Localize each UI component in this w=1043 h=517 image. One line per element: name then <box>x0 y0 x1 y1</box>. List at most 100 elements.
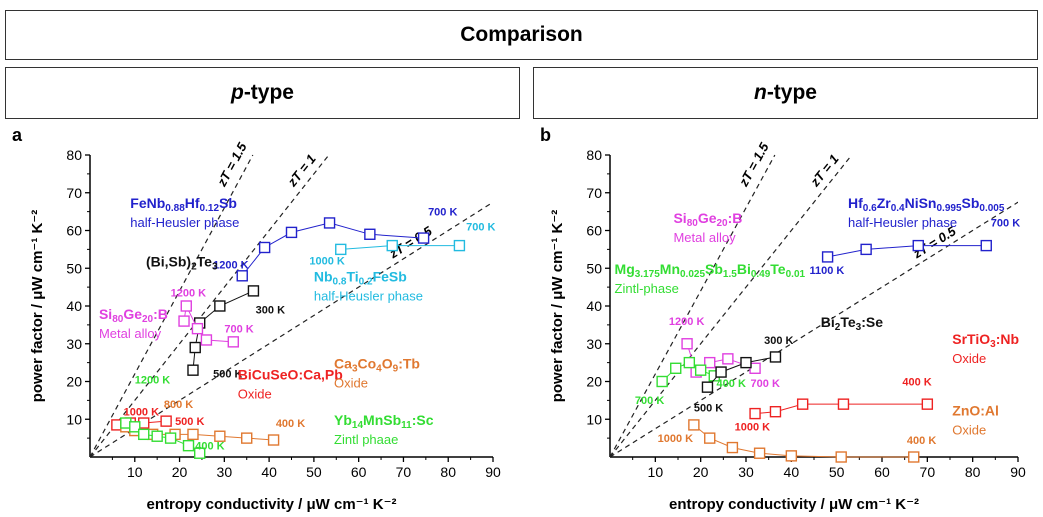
data-point <box>189 341 201 354</box>
y-tick-label: 70 <box>66 185 82 201</box>
data-point <box>180 300 192 312</box>
temperature-label: 1100 K <box>809 265 844 277</box>
data-point <box>835 451 847 463</box>
n-type-header: n -type <box>533 67 1038 119</box>
zt-line <box>90 154 254 457</box>
data-point <box>191 322 204 335</box>
phase-label: Oxide <box>952 422 986 437</box>
data-point <box>769 351 782 363</box>
y-tick-label: 30 <box>586 336 602 352</box>
y-axis-label: power factor / μW cm⁻¹ K⁻² <box>29 210 46 403</box>
x-tick-label: 90 <box>1010 464 1026 480</box>
p-type-italic: p <box>230 81 244 104</box>
temperature-label: 700 K <box>224 323 253 335</box>
data-point <box>860 243 872 256</box>
compound-label: Si80​Ge20​:B <box>673 210 742 229</box>
data-point <box>785 450 798 462</box>
data-point <box>227 336 239 348</box>
temperature-label: 1000 K <box>309 255 345 267</box>
zt-line-label: zT = 1.5 <box>735 139 772 189</box>
x-tick-label: 40 <box>784 464 800 480</box>
x-axis-label: entropy conductivity / μW cm⁻¹ K⁻² <box>669 496 919 513</box>
compound-label: Si80​Ge20​:B <box>99 306 168 325</box>
temperature-label: 700 K <box>428 206 457 218</box>
zt-line-label: zT = 1.5 <box>214 139 250 189</box>
data-point <box>704 356 716 369</box>
y-tick-label: 40 <box>586 298 602 314</box>
y-tick-label: 10 <box>586 411 602 427</box>
data-point <box>837 398 850 410</box>
zt-line <box>610 201 1018 457</box>
data-point <box>323 217 336 229</box>
y-tick-label: 80 <box>586 147 602 163</box>
data-point <box>753 447 766 459</box>
data-point <box>670 362 682 374</box>
compound-label: Yb14​MnSb11​:Sc <box>334 412 434 431</box>
compound-label: Bi2​Te3​:Se <box>821 314 883 333</box>
data-point <box>187 428 199 441</box>
compound-label: SrTiO3​:Nb <box>952 331 1019 350</box>
data-point <box>285 226 298 239</box>
data-point <box>160 415 172 427</box>
temperature-label: 1200 K <box>135 374 171 386</box>
y-tick-label: 50 <box>66 260 82 276</box>
temperature-label: 400 K <box>276 418 305 430</box>
zt-line <box>610 154 776 457</box>
temperature-label: 300 K <box>764 335 793 347</box>
zt-line <box>90 154 330 457</box>
data-point <box>656 375 668 388</box>
data-point <box>704 432 716 444</box>
zt-line-label: zT = 1 <box>284 151 319 190</box>
x-tick-label: 10 <box>648 464 664 480</box>
phase-label: half-Heusler phase <box>130 215 239 230</box>
phase-label: Zintl phaae <box>334 432 398 447</box>
temperature-label: 1000 K <box>658 433 694 445</box>
panel-label: a <box>12 125 23 145</box>
y-tick-label: 40 <box>66 298 82 314</box>
x-tick-label: 50 <box>306 464 322 480</box>
x-tick-label: 30 <box>738 464 754 480</box>
temperature-label: 700 K <box>991 218 1020 230</box>
data-point <box>453 239 466 252</box>
data-point <box>980 239 992 252</box>
x-tick-label: 30 <box>217 464 233 480</box>
x-tick-label: 70 <box>920 464 936 480</box>
y-tick-label: 60 <box>586 223 602 239</box>
compound-label: Mg3.175​Mn0.025​Sb1.5​Bi0.49​Te0.01​ <box>615 261 806 280</box>
data-point <box>129 421 141 433</box>
y-tick-label: 10 <box>66 411 82 427</box>
compound-label: Nb0.8​Ti0.2​FeSb <box>314 268 407 287</box>
n-type-italic: n <box>753 81 767 104</box>
y-tick-label: 70 <box>586 185 602 201</box>
compound-label: BiCuSeO:Ca,Pb <box>238 367 343 383</box>
comparison-header: Comparison <box>5 10 1038 60</box>
zt-line <box>90 201 493 457</box>
x-tick-label: 80 <box>965 464 981 480</box>
data-point <box>722 353 734 365</box>
data-point <box>182 439 195 452</box>
p-type-header: p -type <box>5 67 520 119</box>
compound-label: Ca3​Co4​O9​:Tb <box>334 355 420 374</box>
panel-label: b <box>540 125 551 145</box>
data-point <box>178 315 190 327</box>
data-point <box>681 338 693 350</box>
x-tick-label: 20 <box>172 464 188 480</box>
data-point <box>236 270 248 282</box>
data-point <box>726 441 739 454</box>
data-point <box>796 398 809 410</box>
zt-line <box>610 154 853 457</box>
phase-label: half-Heusler phase <box>314 288 423 303</box>
data-point <box>335 243 347 256</box>
data-point <box>386 239 398 252</box>
temperature-label: 400 K <box>902 376 931 388</box>
phase-label: half-Heusler phase <box>848 215 957 230</box>
compound-label: (Bi,Sb)2​Te3​ <box>146 253 218 272</box>
temperature-label: 1200 K <box>213 259 249 271</box>
phase-label: Metal alloy <box>99 326 162 341</box>
data-point <box>715 366 727 378</box>
y-tick-label: 20 <box>586 374 602 390</box>
temperature-label: 500 K <box>175 416 204 428</box>
temperature-label: 1000 K <box>735 422 771 434</box>
chart-panel-b: b 10 20 30 40 50 60 70 80 90 10 20 30 40 50 60 70 80 entro… <box>540 125 1026 513</box>
